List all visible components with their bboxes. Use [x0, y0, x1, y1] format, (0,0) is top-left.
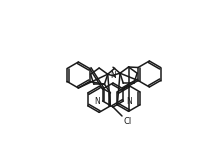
- Text: N: N: [94, 97, 100, 106]
- Text: N: N: [110, 71, 116, 80]
- Text: Cl: Cl: [123, 117, 131, 126]
- Text: N: N: [126, 97, 132, 106]
